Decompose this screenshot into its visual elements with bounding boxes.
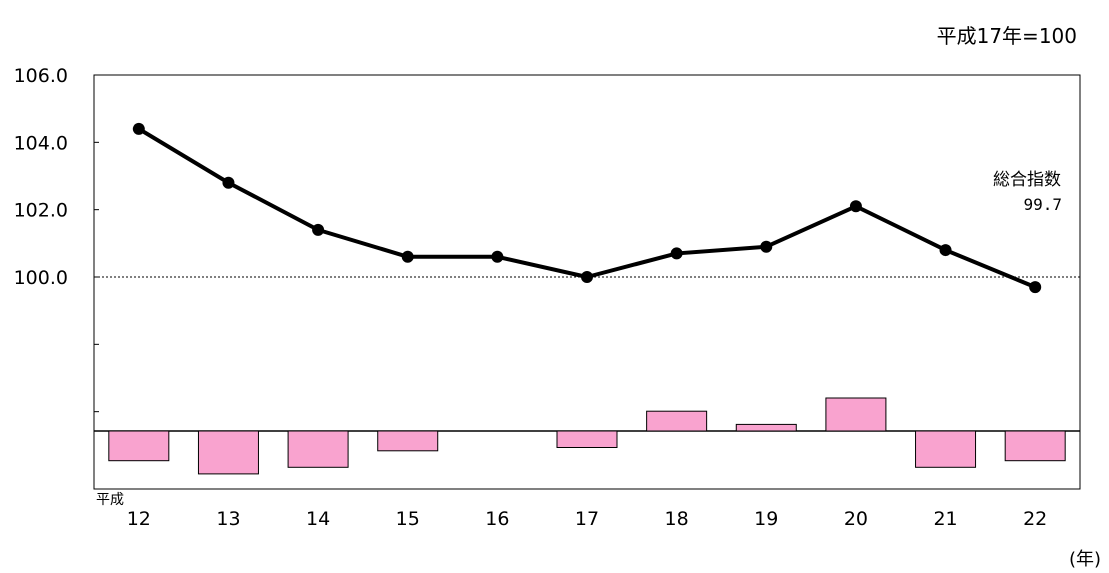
- line-point: [222, 176, 235, 189]
- x-tick-label: 14: [306, 508, 330, 530]
- x-tick-label: 15: [396, 508, 420, 530]
- x-tick-label: 16: [485, 508, 509, 530]
- y-axis: 106.0 104.0 102.0 100.0: [14, 65, 99, 413]
- x-tick-label: 20: [844, 508, 868, 530]
- y-tick-label: 102.0: [14, 200, 68, 222]
- bar: [915, 430, 977, 468]
- x-tick-label: 19: [754, 508, 778, 530]
- y-tick-label: 106.0: [14, 65, 68, 87]
- y-tick-label: 100.0: [14, 267, 68, 289]
- bar: [825, 397, 887, 432]
- line-point: [760, 240, 773, 253]
- x-tick-label: 21: [933, 508, 957, 530]
- x-tick-label: 22: [1023, 508, 1047, 530]
- bar-series: [108, 397, 1066, 475]
- line-point: [581, 271, 593, 283]
- bar: [646, 410, 708, 432]
- x-axis: 12 13 14 15 16 17 18 19 20 21 22: [127, 508, 1048, 530]
- bar: [197, 430, 259, 475]
- bar: [735, 423, 797, 432]
- plot-frame: [93, 74, 1081, 490]
- x-tick-label: 17: [575, 508, 599, 530]
- line-point: [1029, 281, 1042, 294]
- bar: [287, 430, 349, 468]
- x-unit-label: (年): [1068, 549, 1101, 570]
- bar: [1004, 430, 1066, 462]
- x-tick-label: 13: [216, 508, 240, 530]
- line-point: [312, 223, 325, 236]
- line-point: [939, 244, 952, 257]
- bar: [556, 430, 618, 448]
- x-tick-label: 12: [127, 508, 151, 530]
- line-point: [849, 200, 862, 213]
- base-year-note: 平成17年=100: [936, 24, 1077, 48]
- series-last-value: 99.7: [1023, 195, 1062, 214]
- line-point: [491, 250, 504, 263]
- line-points: [132, 122, 1042, 294]
- line-point: [132, 122, 145, 135]
- line-point: [670, 247, 683, 260]
- y-tick-label: 104.0: [14, 132, 68, 154]
- x-tick-label: 18: [665, 508, 689, 530]
- bar: [377, 430, 439, 452]
- line-point: [401, 250, 414, 263]
- series-label: 総合指数: [993, 170, 1061, 190]
- bar: [108, 430, 170, 462]
- era-label: 平成: [96, 492, 124, 508]
- series-line: [137, 127, 1036, 289]
